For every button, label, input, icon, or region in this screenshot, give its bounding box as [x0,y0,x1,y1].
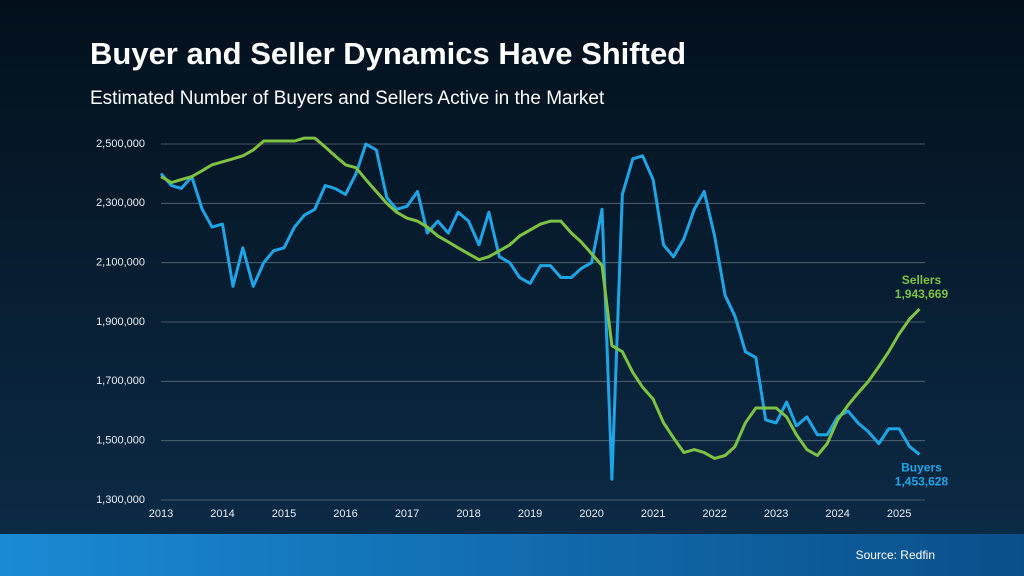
value-label: 1,943,669 [895,287,949,301]
source: Source: Redfin [856,548,935,562]
y-tick-label: 2,500,000 [96,138,145,150]
x-tick-label: 2023 [764,508,788,520]
chart-subtitle: Estimated Number of Buyers and Sellers A… [90,88,605,109]
y-tick-label: 2,100,000 [96,257,145,269]
x-tick-label: 2017 [395,508,419,520]
y-tick-label: 2,300,000 [96,197,145,209]
footer-band [0,534,1024,576]
y-tick-label: 1,500,000 [96,435,145,447]
x-tick-label: 2018 [456,508,480,520]
y-tick-label: 1,900,000 [96,316,145,328]
series-name-label: Buyers [901,461,942,475]
x-tick-label: 2021 [641,508,665,520]
series-name-label: Sellers [902,273,942,287]
x-tick-label: 2019 [518,508,542,520]
series-line [159,142,921,481]
x-tick-label: 2022 [702,508,726,520]
x-tick-label: 2013 [149,508,173,520]
x-tick-label: 2016 [333,508,357,520]
x-tick-label: 2025 [887,508,911,520]
x-tick-label: 2015 [272,508,296,520]
value-label: 1,453,628 [895,475,949,489]
series-line [160,136,921,460]
y-tick-label: 1,700,000 [96,375,145,387]
y-tick-label: 1,300,000 [96,494,145,506]
x-tick-label: 2024 [825,508,849,520]
x-tick-label: 2014 [210,508,234,520]
x-tick-label: 2020 [579,508,603,520]
chart-title: Buyer and Seller Dynamics Have Shifted [90,36,686,71]
